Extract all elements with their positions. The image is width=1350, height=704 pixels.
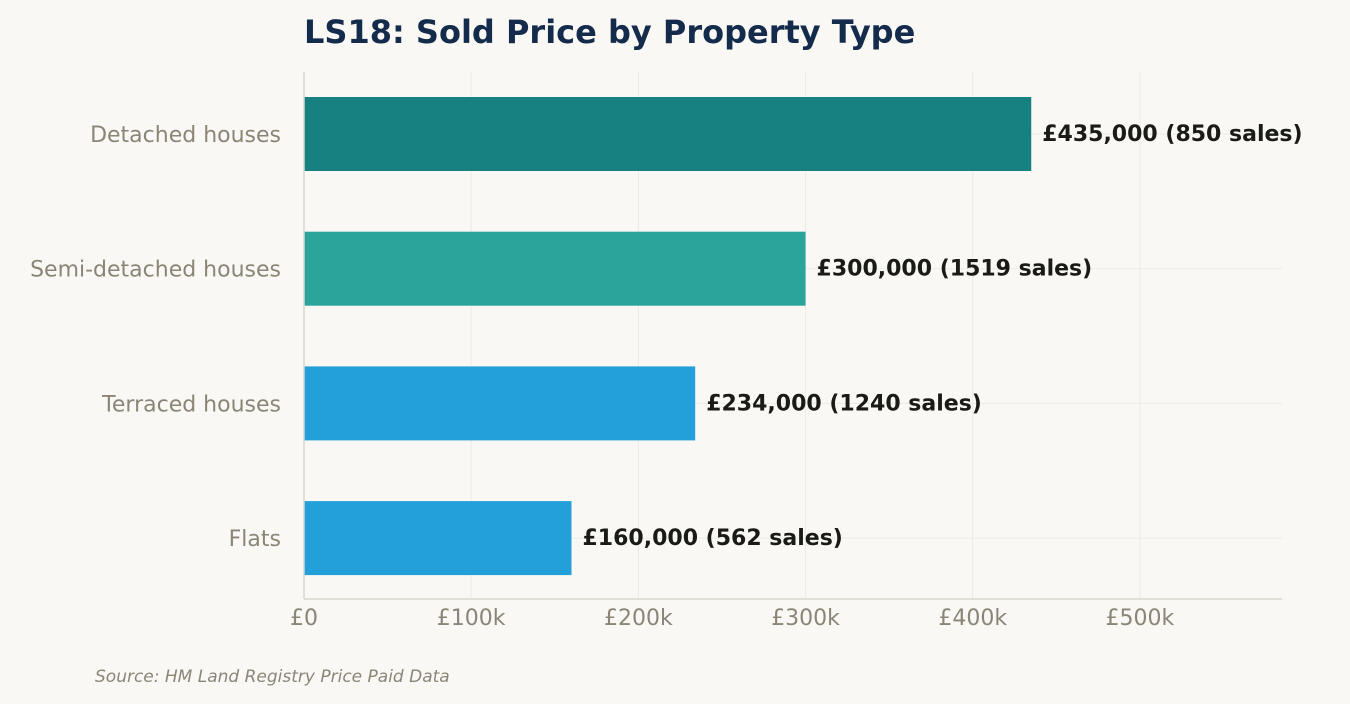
x-tick-label: £300k [771,606,840,631]
x-tick-label: £0 [290,606,318,631]
x-tick-label: £100k [437,606,506,631]
category-label: Semi-detached houses [30,258,281,283]
value-label: £435,000 (850 sales) [1042,122,1302,147]
category-label: Terraced houses [101,392,281,417]
labels: £0 £100k £200k £300k £400k £500k Detached hous… [30,122,1303,631]
x-tick-label: £400k [938,606,1007,631]
category-label: Detached houses [90,123,281,148]
bar [304,231,806,306]
chart-title: LS18: Sold Price by Property Type [304,13,915,51]
bar [304,501,572,576]
bar [304,366,696,441]
bars [304,97,1032,576]
value-label: £300,000 (1519 sales) [817,257,1093,282]
category-label: Flats [229,527,281,552]
x-tick-label: £200k [604,606,673,631]
x-tick-label: £500k [1106,606,1175,631]
axes [303,72,1282,600]
bar [304,97,1032,171]
value-label: £160,000 (562 sales) [582,526,842,551]
value-label: £234,000 (1240 sales) [706,391,982,416]
source-note: Source: HM Land Registry Price Paid Data [95,667,450,687]
